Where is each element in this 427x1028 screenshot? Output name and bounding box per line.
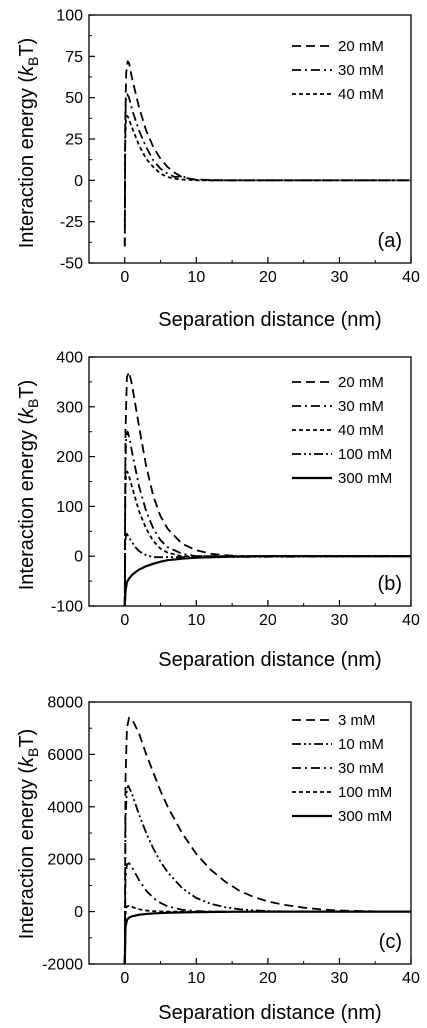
y-axis-label-c: Interaction energy (kBT) [16,729,41,940]
legend-label-c-2: 10 mM [338,736,384,753]
y-tick-label-c: -2000 [42,957,83,974]
chart-panel-c: Interaction energy (kBT) Separation dist… [16,695,420,1025]
series-line-b-3 [123,470,411,606]
y-tick-label-b: 400 [56,350,83,367]
legend-label-c-5: 300 mM [338,808,392,825]
legend-label-c-4: 100 mM [338,784,392,801]
x-tick-label-c: 20 [259,970,277,987]
y-tick-label-a: -50 [60,256,83,273]
y-tick-label-b: 300 [56,399,83,416]
legend-label-a-3: 40 mM [338,86,384,103]
x-axis-label-c: Separation distance (nm) [158,1002,381,1024]
y-tick-label-a: -25 [60,214,83,231]
y-tick-label-c: 8000 [47,695,83,712]
x-tick-label-c: 0 [120,970,129,987]
y-tick-label-a: 75 [65,49,83,66]
y-tick-label-b: 200 [56,449,83,466]
x-tick-label-a: 30 [331,269,349,286]
y-tick-label-a: 50 [65,90,83,107]
panel-label-a: (a) [378,230,402,252]
series-line-c-5 [123,910,411,964]
x-tick-label-a: 10 [187,269,205,286]
x-axis-label-b: Separation distance (nm) [158,649,381,671]
series-line-b-2 [123,430,411,606]
series-line-a-3 [123,114,411,222]
legend-label-b-5: 300 mM [338,470,392,487]
panel-label-b: (b) [378,573,402,595]
x-tick-label-a: 0 [120,269,129,286]
chart-panel-a: Interaction energy (kBT) Separation dist… [16,8,420,332]
y-tick-label-b: -100 [51,599,83,616]
x-tick-label-a: 40 [402,269,420,286]
y-axis-label-a: Interaction energy (kBT) [16,38,41,249]
legend-label-a-2: 30 mM [338,62,384,79]
series-line-b-4 [123,532,411,606]
series-line-b-1 [123,371,411,606]
y-tick-label-b: 100 [56,499,83,516]
x-tick-label-c: 10 [187,970,205,987]
series-line-c-2 [123,784,411,964]
y-tick-label-c: 0 [74,904,83,921]
y-tick-label-c: 6000 [47,747,83,764]
x-axis-label-a: Separation distance (nm) [158,309,381,331]
x-tick-label-b: 0 [120,612,129,629]
x-tick-label-b: 40 [402,612,420,629]
x-tick-label-c: 40 [402,970,420,987]
y-tick-label-c: 2000 [47,852,83,869]
legend-label-b-2: 30 mM [338,398,384,415]
legend-label-c-1: 3 mM [338,712,376,729]
y-tick-label-b: 0 [74,549,83,566]
panel-label-c: (c) [379,931,402,953]
y-tick-label-c: 4000 [47,799,83,816]
series-line-c-3 [123,862,411,964]
x-tick-label-c: 30 [331,970,349,987]
y-axis-label-b: Interaction energy (kBT) [16,380,41,591]
series-line-a-1 [123,60,411,247]
series-line-c-1 [123,716,411,964]
x-tick-label-b: 30 [331,612,349,629]
legend-label-a-1: 20 mM [338,38,384,55]
legend-label-b-3: 40 mM [338,422,384,439]
y-tick-label-a: 25 [65,132,83,149]
chart-panel-b: Interaction energy (kBT) Separation dist… [16,350,420,672]
series-line-a-2 [123,93,411,247]
x-tick-label-a: 20 [259,269,277,286]
x-tick-label-b: 20 [259,612,277,629]
y-tick-label-a: 0 [74,173,83,190]
y-tick-label-a: 100 [56,8,83,25]
series-line-b-5 [123,555,411,606]
legend-label-c-3: 30 mM [338,760,384,777]
legend-label-b-1: 20 mM [338,374,384,391]
series-line-c-4 [123,904,411,964]
x-tick-label-b: 10 [187,612,205,629]
legend-label-b-4: 100 mM [338,446,392,463]
